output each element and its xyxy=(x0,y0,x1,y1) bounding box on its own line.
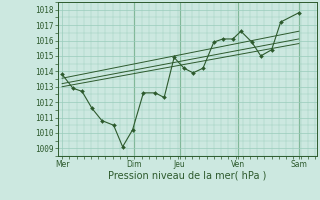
X-axis label: Pression niveau de la mer( hPa ): Pression niveau de la mer( hPa ) xyxy=(108,171,266,181)
